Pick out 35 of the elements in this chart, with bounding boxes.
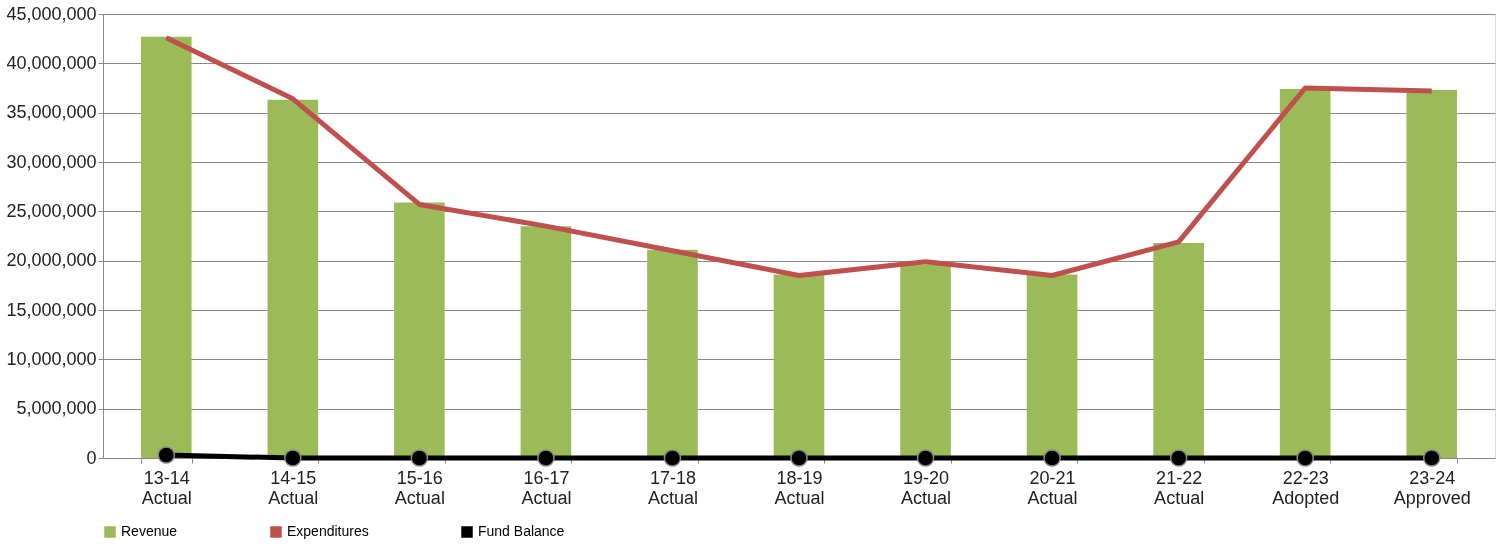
bar (647, 249, 698, 458)
x-tick-label: 17-18 Actual (647, 467, 698, 508)
y-tick-label: 25,000,000 (6, 200, 97, 221)
x-tick-label: 19-20 Actual (901, 467, 952, 508)
bar (520, 226, 572, 458)
x-tick-label: 14-15 Actual (268, 467, 319, 508)
bar (1026, 274, 1078, 458)
y-tick-label: 10,000,000 (6, 348, 97, 369)
y-tick-label: 0 (86, 447, 97, 468)
legend-label: Expenditures (287, 523, 369, 539)
x-tick-label: 16-17 Actual (521, 467, 572, 508)
bar (140, 36, 192, 458)
bar (900, 264, 951, 458)
bar (267, 99, 319, 458)
y-tick-label: 45,000,000 (6, 3, 97, 24)
y-tick-label: 30,000,000 (6, 151, 97, 172)
y-tick-label: 15,000,000 (6, 299, 97, 320)
legend-label: Fund Balance (478, 523, 565, 539)
bar (1153, 242, 1204, 458)
bar (1406, 89, 1458, 458)
y-tick-label: 40,000,000 (6, 52, 97, 73)
x-tick-label: 18-19 Actual (774, 467, 825, 508)
bar (394, 202, 445, 458)
x-tick-label: 22-23 Adopted (1272, 467, 1340, 508)
x-tick-label: 23-24 Approved (1393, 467, 1471, 508)
x-tick-label: 20-21 Actual (1027, 467, 1078, 508)
x-tick-label: 13-14 Actual (141, 467, 192, 508)
x-tick-label: 15-16 Actual (394, 467, 445, 508)
y-tick-label: 5,000,000 (16, 398, 97, 419)
bar (1279, 88, 1331, 458)
bar (773, 274, 825, 458)
x-tick-label: 21-22 Actual (1154, 467, 1205, 508)
y-tick-label: 35,000,000 (6, 102, 97, 123)
y-tick-label: 20,000,000 (6, 250, 97, 271)
legend-label: Revenue (121, 523, 178, 539)
